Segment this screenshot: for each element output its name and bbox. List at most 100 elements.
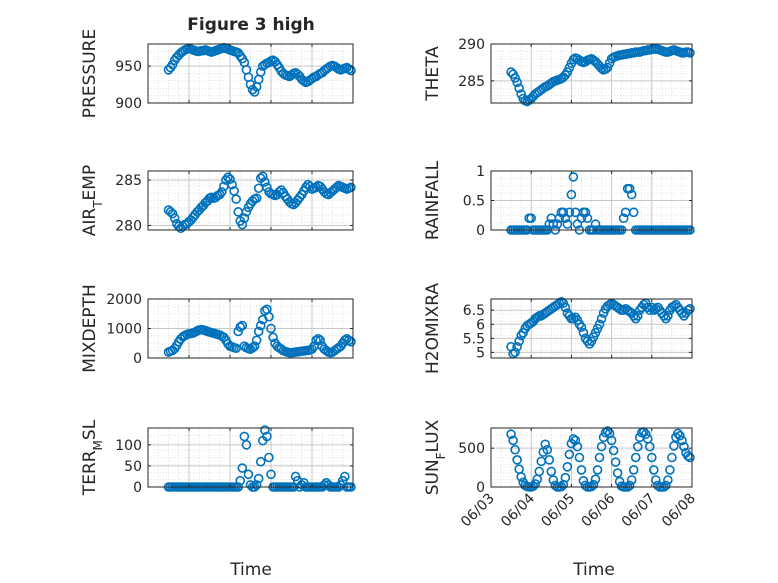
data-point [237,320,248,331]
y-tick-label: 50 [124,459,142,475]
data-point [548,219,559,229]
data-point [661,480,671,491]
subplot-5: 0 1000 2000 MIXDEPTH [80,284,356,373]
data-point [311,182,321,193]
data-point [241,207,252,217]
axes-frame [147,427,354,488]
y-tick-label: 2000 [106,292,142,308]
x-tick-label: 06/03 [458,491,498,531]
data-point [247,342,258,353]
data-point [239,431,250,442]
data-point [673,428,683,439]
data-point [558,207,569,218]
data-point [667,452,677,463]
data-point [651,475,661,485]
data-point [235,322,246,332]
y-axis-title-3: AIRTEMP [80,165,105,236]
data-point [610,457,621,467]
data-point [600,427,611,438]
data-point [235,475,246,486]
subplot-3: 280 285 AIRTEMP [80,165,356,236]
data-point [346,336,356,347]
data-point [526,213,537,223]
data-point [592,465,603,475]
y-tick-label: 500 [458,441,485,457]
axes-frame [490,298,693,359]
data-point [512,455,522,465]
data-point [512,77,522,88]
data-point [685,304,695,314]
data-point [249,87,260,97]
data-point [576,322,587,332]
y-tick-label: 280 [115,218,142,234]
data-point [640,429,651,440]
data-point [339,471,350,482]
y-tick-label: 900 [115,96,142,112]
data-point [596,63,607,74]
data-point [313,334,323,344]
data-point [626,475,637,485]
data-point [602,426,613,436]
x-axis-title-left: Time [229,560,272,580]
data-point [251,335,262,346]
data-point [568,172,579,182]
data-point [624,480,635,491]
data-point [231,194,241,204]
data-point [251,480,262,490]
x-tick-label: 06/05 [538,491,578,531]
data-point [562,462,573,472]
data-point [644,441,655,452]
data-point [679,441,689,452]
data-point [264,311,274,322]
y-tick-label: 950 [115,59,142,75]
data-point [612,468,623,478]
data-point [685,48,695,58]
subplot-2: 285 290 THETA [423,37,695,107]
data-point [315,335,326,346]
data-point [544,455,555,465]
data-point [578,327,589,338]
y-tick-label: 285 [115,173,142,189]
data-point [677,435,687,446]
data-point [546,466,557,477]
data-point [574,452,585,463]
data-point [552,219,563,229]
data-point [510,73,520,83]
data-point [514,336,524,346]
data-point [268,332,278,343]
data-point [606,435,617,446]
subplot-6: 55.566.5 H2OMIXRA [423,283,695,374]
axes-frame [147,43,354,104]
data-point [510,444,520,455]
y-axis-title-2: THETA [423,46,443,102]
data-point [262,431,272,442]
x-tick-label: 06/06 [579,490,619,530]
data-point [675,430,685,441]
data-point [564,62,575,73]
data-point [260,177,270,187]
y-tick-label: 0.5 [463,194,485,210]
data-point [602,62,613,73]
data-point [255,320,266,331]
y-tick-label: 1000 [106,322,142,338]
y-axis-title-6: H2OMIXRA [423,283,443,374]
x-tick-label: 06/04 [498,490,538,530]
data-point [346,182,356,193]
data-point [542,444,553,455]
data-point [628,465,639,475]
y-axis-title-7: TERRMSL [80,419,105,496]
data-point [604,299,615,310]
axes-frame [490,427,693,488]
data-point [227,179,237,190]
x-tick-label: 06/07 [619,491,659,531]
y-tick-label: 5.5 [463,331,485,347]
data-point [266,323,276,334]
data-point [608,445,619,456]
subplot-8: 0 500 06/03 06/04 06/05 06/06 06/07 06/08 SUNFLU… [423,419,699,530]
data-point [512,341,522,352]
data-point [225,174,235,184]
data-point [582,213,593,223]
data-point [221,175,231,185]
data-point [514,83,524,94]
data-point [618,305,629,316]
